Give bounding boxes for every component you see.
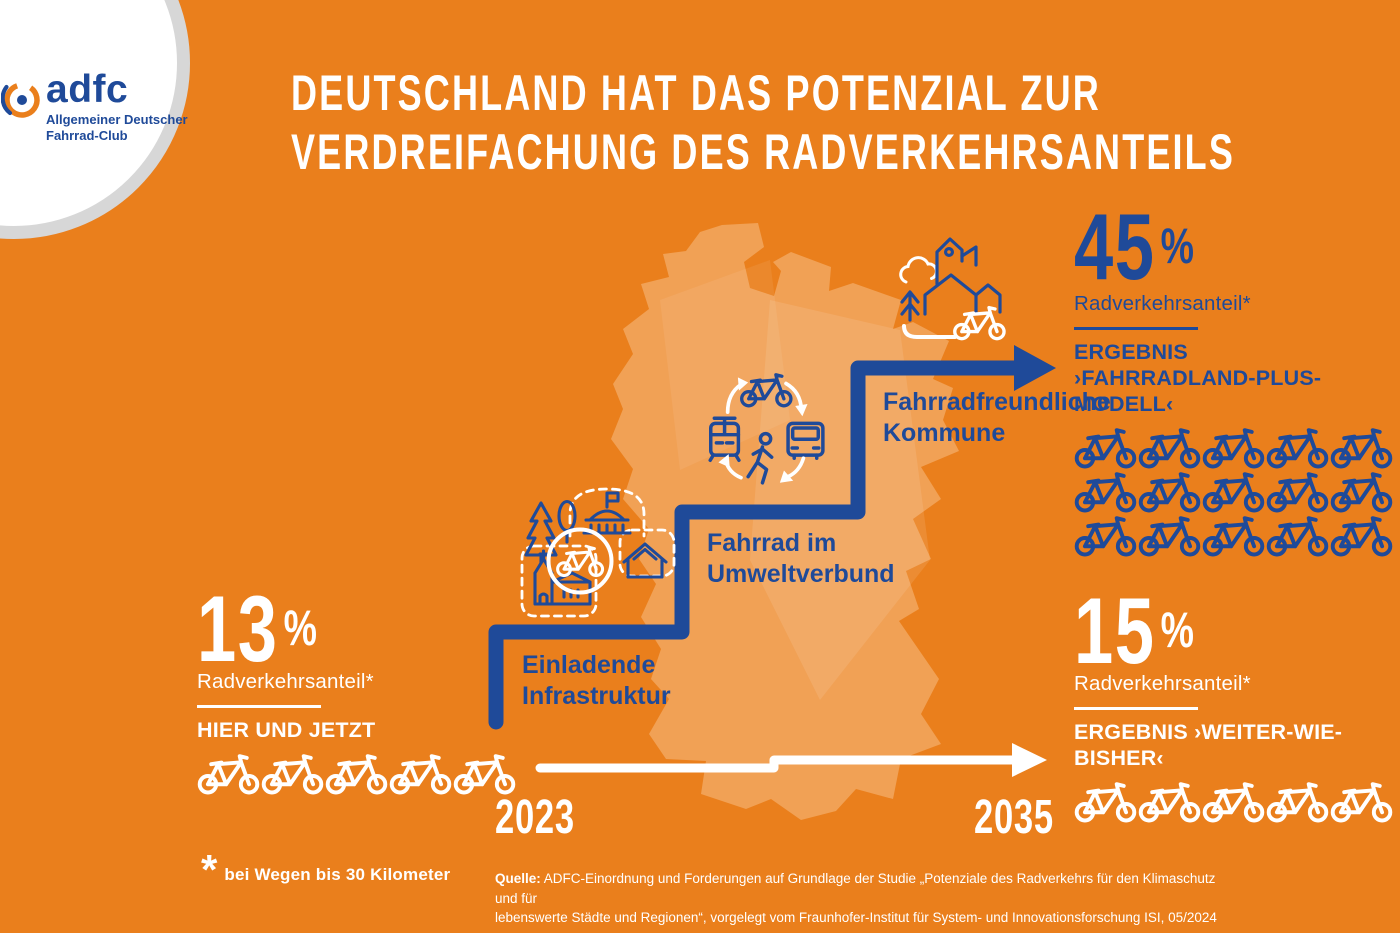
current-share-value: 13%: [197, 576, 318, 681]
house-icon: [622, 542, 668, 579]
baseline-share-label: Radverkehrsanteil*: [1074, 672, 1251, 695]
town-hall-icon: [582, 491, 632, 535]
cloud-icon: [899, 256, 938, 284]
plus-share-label: Radverkehrsanteil*: [1074, 292, 1251, 315]
bike-icon: [1074, 471, 1137, 512]
bike-icon: [1330, 781, 1393, 822]
staircase-arrowhead: [1014, 345, 1056, 391]
bike-icon: [1266, 515, 1329, 556]
footnote-asterisk: *: [201, 846, 218, 893]
divider: [1074, 327, 1198, 330]
church-icon: [533, 549, 592, 606]
tram-icon: [708, 416, 741, 463]
bike-icon: [1138, 427, 1201, 468]
bicycle-icon: [740, 373, 793, 408]
bike-icon: [197, 753, 260, 794]
source-note: Quelle: ADFC-Einordnung und Forderungen …: [495, 871, 1217, 925]
path-swoosh: [902, 324, 957, 339]
bicycle-icon: [953, 305, 1006, 341]
step-label-kommune: Fahrradfreundliche Kommune: [883, 388, 1111, 447]
highlight-circle: [546, 527, 614, 595]
eco-mobility-cycle-icon: [700, 368, 828, 491]
bike-icon: [1266, 427, 1329, 468]
bike-icon: [1330, 515, 1393, 556]
stat-current-share: 13% Radverkehrsanteil* HIER UND JETZT: [197, 576, 537, 795]
dashed-box: [520, 544, 598, 618]
bike-icon: [1202, 471, 1265, 512]
baseline-share-value: 15%: [1074, 578, 1195, 683]
bike-icon: [1202, 427, 1265, 468]
cycle-arrowheads: [718, 377, 808, 483]
adfc-logo: adfc Allgemeiner Deutscher Fahrrad-Club: [0, 0, 220, 210]
current-share-label: Radverkehrsanteil*: [197, 670, 374, 693]
bike-row: [197, 752, 537, 795]
divider: [197, 705, 321, 708]
step-label-infrastructure: Einladende Infrastruktur: [522, 651, 671, 710]
bike-friendly-city-icon: [896, 232, 1014, 349]
bike-icon: [1266, 781, 1329, 822]
footnote: * bei Wegen bis 30 Kilometer: [201, 849, 450, 891]
bike-icon: [325, 753, 388, 794]
current-bike-pictogram: [197, 752, 537, 795]
bike-icon: [1202, 781, 1265, 822]
bike-icon: [1138, 471, 1201, 512]
stat-plus-scenario: 45% Radverkehrsanteil* ERGEBNIS ›FAHRRAD…: [1074, 194, 1400, 557]
timeline-end-year: 2035: [974, 791, 1054, 844]
bike-icon: [1074, 515, 1137, 556]
bike-row: [1074, 780, 1400, 823]
pedestrian-icon: [746, 431, 774, 485]
page-title: DEUTSCHLAND HAT DAS POTENZIAL ZUR VERDRE…: [291, 64, 1400, 182]
growth-staircase: [488, 360, 1026, 730]
timeline-arrowhead: [1012, 743, 1047, 777]
divider: [1074, 707, 1198, 710]
timeline-start-year: 2023: [495, 791, 575, 844]
bike-icon: [453, 753, 516, 794]
bike-icon: [1202, 515, 1265, 556]
plus-result-label: ERGEBNIS ›FAHRRADLAND-PLUS-MODELL‹: [1074, 339, 1322, 416]
bike-row: [1074, 426, 1400, 469]
source-label: Quelle:: [495, 871, 541, 886]
bus-icon: [786, 421, 825, 460]
bike-icon: [1266, 471, 1329, 512]
city-buildings-icon: [923, 237, 1002, 316]
current-scenario-label: HIER UND JETZT: [197, 717, 376, 742]
title-line-1: DEUTSCHLAND HAT DAS POTENZIAL ZUR: [291, 65, 1101, 121]
step-label-umweltverbund: Fahrrad im Umweltverbund: [707, 529, 895, 588]
adfc-wheel-icon: [1, 82, 40, 118]
inviting-infrastructure-icon: [506, 476, 678, 627]
bike-row: [1074, 470, 1400, 513]
bike-icon: [389, 753, 452, 794]
bike-icon: [261, 753, 324, 794]
baseline-bike-pictogram: [1074, 780, 1400, 823]
bike-row: [1074, 514, 1400, 557]
bike-icon: [1330, 427, 1393, 468]
map-facet: [750, 300, 930, 700]
logo-brand: adfc: [46, 68, 129, 111]
stat-baseline-scenario: 15% Radverkehrsanteil* ERGEBNIS ›WEITER-…: [1074, 578, 1400, 823]
bike-icon: [1330, 471, 1393, 512]
footnote-text: bei Wegen bis 30 Kilometer: [224, 865, 451, 884]
baseline-result-label: ERGEBNIS ›WEITER-WIE-BISHER‹: [1074, 719, 1343, 770]
title-line-2: VERDREIFACHUNG DES RADVERKEHRSANTEILS: [291, 124, 1236, 180]
plus-bike-pictogram: [1074, 426, 1400, 557]
growing-tree-icon: [900, 290, 920, 322]
bike-icon: [1138, 781, 1201, 822]
map-facet: [660, 260, 790, 470]
logo-text: adfc Allgemeiner Deutscher Fahrrad-Club: [46, 70, 188, 143]
timeline-arrow: [535, 755, 1017, 773]
bike-icon: [1138, 515, 1201, 556]
logo-subtitle: Allgemeiner Deutscher Fahrrad-Club: [46, 112, 188, 143]
plus-share-value: 45%: [1074, 194, 1195, 299]
